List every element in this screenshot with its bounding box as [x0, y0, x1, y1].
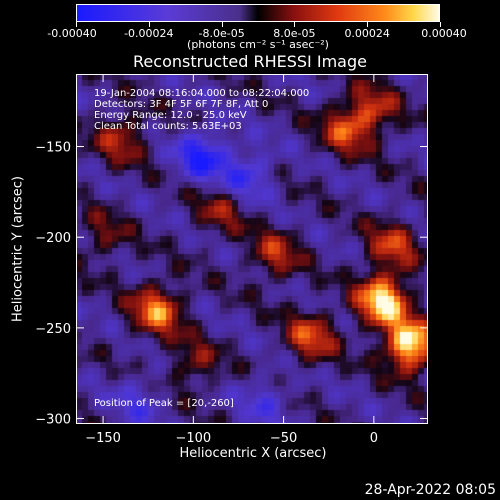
y-tick-label: −300 — [35, 413, 71, 428]
colorbar-tick-label: -0.00040 — [47, 27, 97, 40]
annotation-energy: Energy Range: 12.0 - 25.0 keV — [94, 110, 247, 121]
colorbar-tick-label: -0.00024 — [124, 27, 174, 40]
y-axis-label: Heliocentric Y (arcsec) — [10, 176, 26, 322]
colorbar-tick-label: 8.0e-05 — [273, 27, 316, 40]
chart-title: Reconstructed RHESSI Image — [133, 52, 367, 71]
x-tick-label: 0 — [370, 431, 378, 446]
colorbar-tick-label: -8.0e-05 — [198, 27, 245, 40]
x-tick-label: −150 — [85, 431, 121, 446]
annotation-detectors: Detectors: 3F 4F 5F 6F 7F 8F, Att 0 — [94, 99, 269, 110]
colorbar-tick-label: 0.00040 — [421, 27, 467, 40]
colorbar-tick — [440, 22, 441, 27]
x-axis-label: Heliocentric X (arcsec) — [179, 446, 327, 461]
y-tick-label: −250 — [35, 322, 71, 337]
colorbar-unit: (photons cm⁻² s⁻¹ asec⁻²) — [187, 38, 329, 51]
colorbar — [76, 4, 440, 22]
annotation-clean: Clean Total counts: 5.63E+03 — [94, 121, 242, 132]
colorbar-tick — [294, 22, 296, 27]
annotation-time: 19-Jan-2004 08:16:04.000 to 08:22:04.000 — [94, 88, 310, 99]
colorbar-tick — [367, 22, 369, 27]
plot-frame — [76, 74, 428, 424]
heatmap-image — [76, 74, 428, 424]
annotation-peak: Position of Peak = [20,-260] — [94, 398, 234, 409]
colorbar-tick — [221, 22, 223, 27]
timestamp: 28-Apr-2022 08:05 — [364, 482, 496, 498]
y-tick-label: −200 — [35, 231, 71, 246]
plot-area: 19-Jan-2004 08:16:04.000 to 08:22:04.000… — [76, 74, 428, 424]
colorbar-tick — [148, 22, 150, 27]
colorbar-tick — [76, 22, 77, 27]
colorbar-tick-label: 0.00024 — [344, 27, 390, 40]
x-tick-label: −50 — [270, 431, 297, 446]
x-tick-label: −100 — [175, 431, 211, 446]
y-tick-label: −150 — [35, 141, 71, 156]
